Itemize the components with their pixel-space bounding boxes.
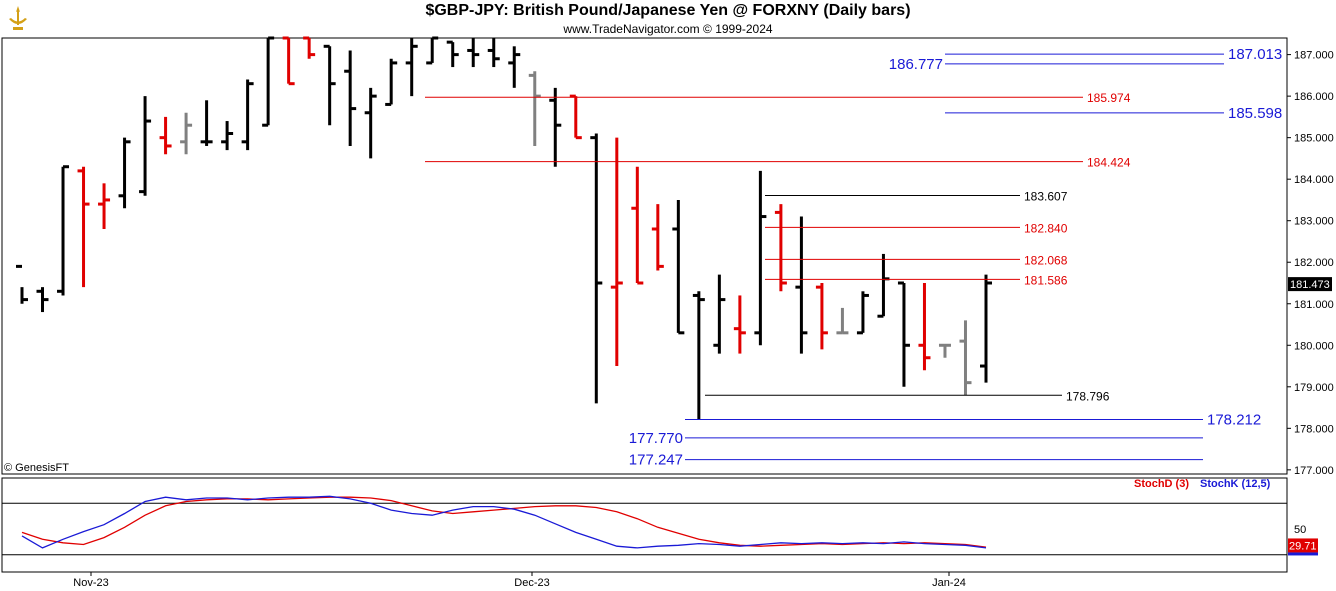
y-tick-label: 187.000: [1294, 50, 1334, 62]
y-tick-label: 178.000: [1294, 423, 1334, 435]
stoch-line-k: [21, 495, 987, 549]
y-tick-label: 183.000: [1294, 216, 1334, 228]
last-price-label: 181.473: [1290, 279, 1330, 291]
x-tick-label: Nov-23: [73, 577, 108, 589]
level-label: 182.840: [1024, 221, 1068, 235]
level-label: 185.598: [1228, 105, 1282, 122]
level-label: 178.212: [1207, 412, 1261, 429]
level-label: 184.424: [1087, 156, 1131, 170]
y-tick-label: 185.000: [1294, 133, 1334, 145]
stoch-line-d: [21, 496, 987, 548]
level-label: 177.247: [629, 452, 683, 469]
stoch-last-value-label: 29.71: [1289, 540, 1317, 552]
level-label: 181.586: [1024, 273, 1068, 287]
y-tick-label: 181.000: [1294, 299, 1334, 311]
level-label: 186.777: [889, 56, 943, 73]
level-label: 183.607: [1024, 189, 1068, 203]
level-label: 182.068: [1024, 253, 1068, 267]
stoch-y-tick-label: 50: [1294, 524, 1306, 536]
stoch-last-value-box: [1288, 538, 1318, 553]
stoch-last-value-box-k: [1288, 552, 1318, 556]
legend-stochd: StochD (3): [1134, 478, 1189, 490]
x-tick-label: Dec-23: [514, 577, 549, 589]
trade-navigator-logo: [3, 3, 33, 33]
level-label: 178.796: [1066, 389, 1110, 403]
stoch-panel-frame: [1, 477, 1288, 573]
y-tick-label: 186.000: [1294, 91, 1334, 103]
y-tick-label: 179.000: [1294, 382, 1334, 394]
legend-stochk: StochK (12,5): [1200, 478, 1271, 490]
y-tick-label: 177.000: [1294, 465, 1334, 477]
level-label: 187.013: [1228, 46, 1282, 63]
chart-title: $GBP-JPY: British Pound/Japanese Yen @ F…: [425, 2, 911, 19]
y-tick-label: 180.000: [1294, 340, 1334, 352]
level-label: 185.974: [1087, 91, 1131, 105]
copyright-label: © GenesisFT: [4, 462, 69, 474]
price-panel-frame: [1, 37, 1288, 475]
last-price-box: [1288, 277, 1332, 292]
x-tick-label: Jan-24: [932, 577, 966, 589]
y-tick-label: 184.000: [1294, 174, 1334, 186]
y-tick-label: 182.000: [1294, 257, 1334, 269]
chart-subtitle: www.TradeNavigator.com © 1999-2024: [563, 22, 773, 36]
level-label: 177.770: [629, 430, 683, 447]
